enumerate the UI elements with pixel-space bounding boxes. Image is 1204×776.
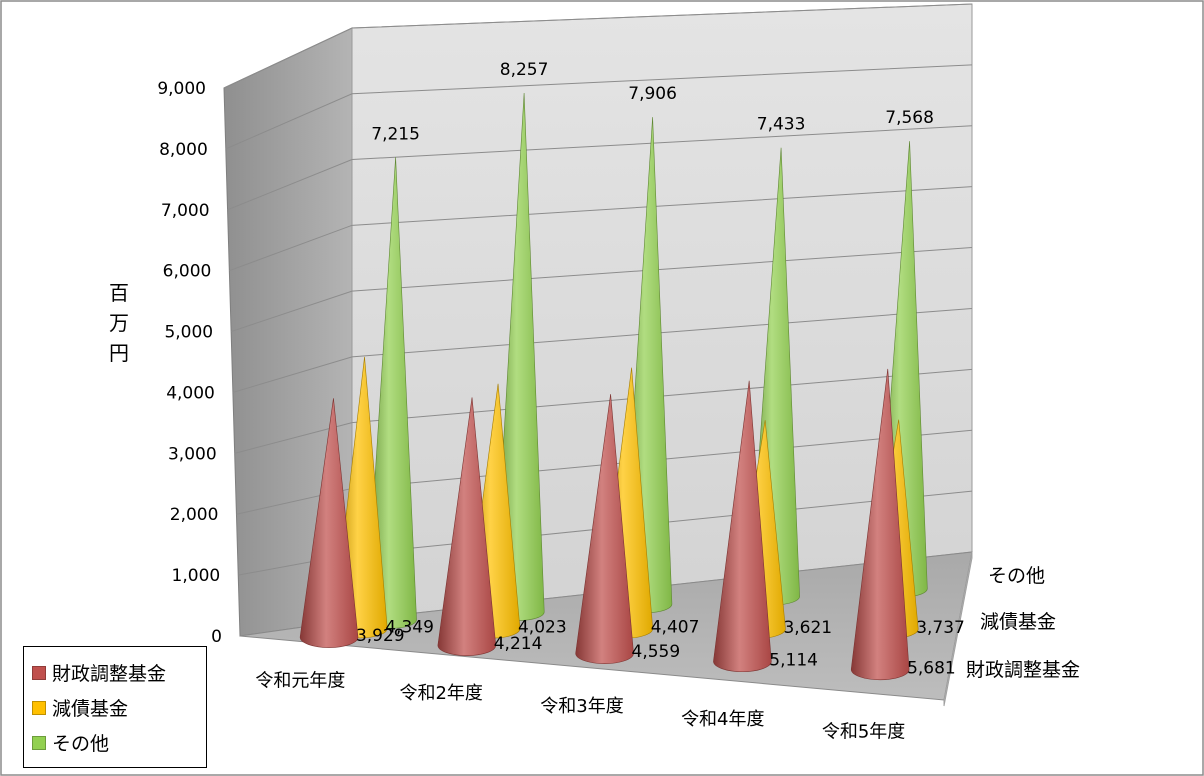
category-label-2: 令和3年度 [540, 696, 623, 717]
gridline-9 [223, 3, 973, 89]
y-tick-label-1: 1,000 [172, 566, 221, 586]
data-label-1-0: 4,349 [385, 617, 434, 637]
category-label-0: 令和元年度 [255, 670, 345, 691]
legend-swatch-2 [32, 735, 46, 750]
y-axis-ticks: 0 1,000 2,000 3,000 4,000 5,000 6,000 7,000 8,00… [157, 79, 222, 647]
series-depth-label-0: 財政調整基金 [966, 659, 1080, 681]
y-tick-label-6: 6,000 [163, 262, 212, 282]
data-label-0-3: 5,114 [769, 650, 818, 670]
data-label-1-1: 4,023 [518, 618, 567, 638]
gridline-5 [230, 247, 973, 333]
data-label-0-1: 4,214 [494, 634, 543, 654]
data-label-1-3: 3,621 [783, 618, 832, 638]
data-label-2-1: 8,257 [500, 60, 549, 80]
y-tick-label-5: 5,000 [164, 323, 213, 343]
y-tick-label-8: 8,000 [159, 140, 208, 160]
cone-body-0-1 [437, 397, 497, 656]
legend-item-0: 財政調整基金 [32, 655, 206, 690]
category-label-4: 令和5年度 [822, 722, 905, 743]
gridline-6 [229, 186, 973, 272]
legend-item-1: 減債基金 [32, 690, 206, 725]
y-axis-label: 百万円 [109, 281, 129, 365]
cone-body-0-2 [575, 394, 634, 664]
y-tick-label-0: 0 [211, 627, 222, 647]
data-cones [299, 92, 928, 681]
cone-0-2 [575, 394, 634, 664]
cone-body-0-4 [850, 368, 910, 681]
cone-0-1 [437, 397, 497, 656]
cone-0-4 [850, 368, 910, 681]
y-tick-label-2: 2,000 [170, 505, 219, 525]
y-tick-label-3: 3,000 [168, 444, 217, 464]
legend-label-1: 減債基金 [52, 698, 129, 720]
data-label-2-3: 7,433 [757, 115, 806, 135]
cone-0-0 [299, 398, 359, 648]
legend-label-2: その他 [52, 733, 110, 755]
data-label-2-2: 7,906 [628, 84, 677, 104]
category-label-1: 令和2年度 [399, 683, 482, 704]
legend-swatch-0 [32, 665, 46, 680]
series-depth-labels: 財政調整基金 減債基金 その他 [966, 565, 1080, 681]
y-tick-label-7: 7,000 [161, 201, 210, 221]
cone-body-0-0 [299, 398, 359, 648]
legend-label-0: 財政調整基金 [52, 663, 167, 685]
legend-item-2: その他 [32, 725, 206, 760]
data-label-0-2: 4,559 [632, 642, 681, 662]
y-tick-label-9: 9,000 [157, 79, 206, 99]
series-depth-label-2: その他 [988, 565, 1045, 587]
data-label-1-4: 3,737 [916, 618, 965, 638]
data-label-1-2: 4,407 [651, 618, 700, 638]
data-label-0-4: 5,681 [907, 658, 956, 678]
gridline-4 [232, 307, 973, 393]
data-labels: 7,215 8,257 7,906 7,433 7,568 4,349 4,023 4,407… [356, 60, 965, 678]
data-label-0-0: 3,929 [356, 626, 405, 646]
series-depth-label-1: 減債基金 [980, 611, 1056, 633]
gridline-8 [225, 64, 973, 150]
y-axis-title: 百万円 [109, 281, 129, 365]
y-tick-label-4: 4,000 [166, 383, 215, 403]
cone-0-3 [713, 380, 772, 673]
cone-body-0-3 [713, 380, 772, 673]
data-label-2-4: 7,568 [885, 108, 934, 128]
data-label-2-0: 7,215 [371, 124, 420, 144]
floor-edge [943, 551, 973, 707]
gridline-7 [227, 125, 973, 211]
category-label-3: 令和4年度 [681, 709, 764, 730]
legend: 財政調整基金 減債基金 その他 [23, 646, 207, 768]
legend-swatch-1 [32, 700, 46, 715]
